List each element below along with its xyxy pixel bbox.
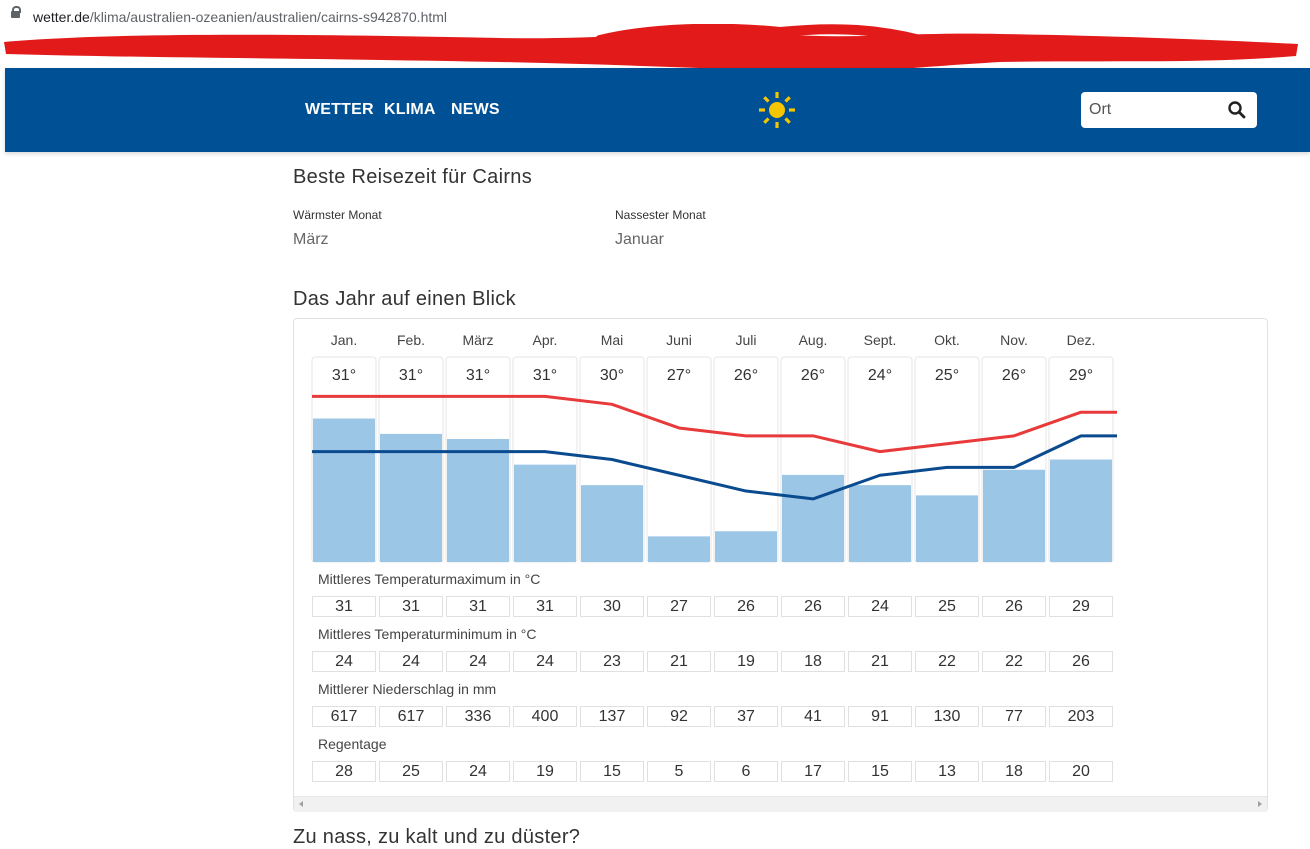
table-cell: 26: [1049, 651, 1113, 672]
month-header: Dez.: [1066, 332, 1096, 348]
month-header: Jan.: [330, 332, 358, 348]
next-section-title: Zu nass, zu kalt und zu düster?: [293, 826, 581, 848]
url-domain: wetter.de: [33, 9, 90, 25]
scroll-right-arrow-icon[interactable]: [1258, 801, 1262, 807]
nav-news[interactable]: NEWS: [451, 101, 500, 118]
month-header: März: [462, 332, 494, 348]
table-cell: 21: [647, 651, 711, 672]
month-header: Apr.: [532, 332, 558, 348]
nav-klima[interactable]: KLIMA: [384, 101, 436, 118]
site-header: WETTER KLIMA NEWS: [5, 68, 1310, 152]
table-cell: 29: [1049, 596, 1113, 617]
url-path: /klima/australien-ozeanien/australien/ca…: [89, 9, 448, 25]
table-cell: 20: [1049, 761, 1113, 782]
table-cell: 137: [580, 706, 644, 727]
sun-icon[interactable]: [757, 90, 797, 130]
table-cell: 5: [647, 761, 711, 782]
table-cell: 31: [379, 596, 443, 617]
table-cell: 31: [312, 596, 376, 617]
table-cell: 91: [848, 706, 912, 727]
table-cell: 27: [647, 596, 711, 617]
table-cell: 30: [580, 596, 644, 617]
table-cell: 19: [714, 651, 778, 672]
table-cell: 130: [915, 706, 979, 727]
table-cell: 24: [379, 651, 443, 672]
table-cell: 26: [982, 596, 1046, 617]
table-cell: 31: [513, 596, 577, 617]
search-box[interactable]: [1081, 92, 1257, 128]
url-text[interactable]: wetter.de/klima/australien-ozeanien/aust…: [33, 9, 447, 25]
redaction-scribble: [4, 24, 1298, 73]
table-cell: 24: [513, 651, 577, 672]
table-cell: 92: [647, 706, 711, 727]
search-icon[interactable]: [1227, 100, 1247, 120]
month-header: Juli: [735, 332, 757, 348]
table-cell: 41: [781, 706, 845, 727]
best-time-title: Beste Reisezeit für Cairns: [293, 166, 533, 188]
month-header: Nov.: [1000, 332, 1028, 348]
wettest-month-label: Nassester Monat: [615, 208, 706, 222]
table-cell: 24: [446, 651, 510, 672]
month-header: Okt.: [934, 332, 960, 348]
table-cell: 23: [580, 651, 644, 672]
table-cell: 18: [982, 761, 1046, 782]
table-cell: 24: [312, 651, 376, 672]
table-cell: 21: [848, 651, 912, 672]
table-cell: 24: [446, 761, 510, 782]
table-cell: 28: [312, 761, 376, 782]
table-cell: 18: [781, 651, 845, 672]
table-cell: 37: [714, 706, 778, 727]
table-cell: 617: [312, 706, 376, 727]
table-cell: 15: [580, 761, 644, 782]
row-label: Mittleres Temperaturminimum in °C: [318, 626, 537, 642]
month-header: Mai: [600, 332, 624, 348]
scroll-left-arrow-icon[interactable]: [299, 801, 303, 807]
search-input[interactable]: [1089, 99, 1219, 121]
table-cell: 22: [915, 651, 979, 672]
table-cell: 26: [714, 596, 778, 617]
table-cell: 31: [446, 596, 510, 617]
table-cell: 17: [781, 761, 845, 782]
table-cell: 400: [513, 706, 577, 727]
table-cell: 336: [446, 706, 510, 727]
table-cell: 6: [714, 761, 778, 782]
table-cell: 19: [513, 761, 577, 782]
month-header: Juni: [666, 332, 692, 348]
month-header: Feb.: [396, 332, 425, 348]
table-cell: 617: [379, 706, 443, 727]
row-label: Mittlerer Niederschlag in mm: [318, 681, 497, 697]
table-cell: 203: [1049, 706, 1113, 727]
table-cell: 77: [982, 706, 1046, 727]
nav-wetter[interactable]: WETTER: [305, 101, 374, 118]
table-cell: 22: [982, 651, 1046, 672]
lock-icon: [11, 6, 21, 18]
climate-table-panel: [293, 318, 1268, 812]
table-cell: 25: [915, 596, 979, 617]
row-label: Regentage: [318, 736, 387, 752]
scribble-shape: [4, 32, 1298, 73]
year-overview-title: Das Jahr auf einen Blick: [293, 288, 516, 310]
table-cell: 13: [915, 761, 979, 782]
table-cell: 24: [848, 596, 912, 617]
wettest-month-value: Januar: [615, 231, 664, 248]
table-cell: 15: [848, 761, 912, 782]
table-cell: 26: [781, 596, 845, 617]
month-header: Aug.: [798, 332, 828, 348]
warmest-month-value: März: [293, 231, 329, 248]
warmest-month-label: Wärmster Monat: [293, 208, 382, 222]
table-cell: 25: [379, 761, 443, 782]
scribble-stroke: [595, 24, 925, 45]
month-header: Sept.: [863, 332, 897, 348]
horizontal-scrollbar[interactable]: [294, 796, 1267, 812]
row-label: Mittleres Temperaturmaximum in °C: [318, 571, 541, 587]
